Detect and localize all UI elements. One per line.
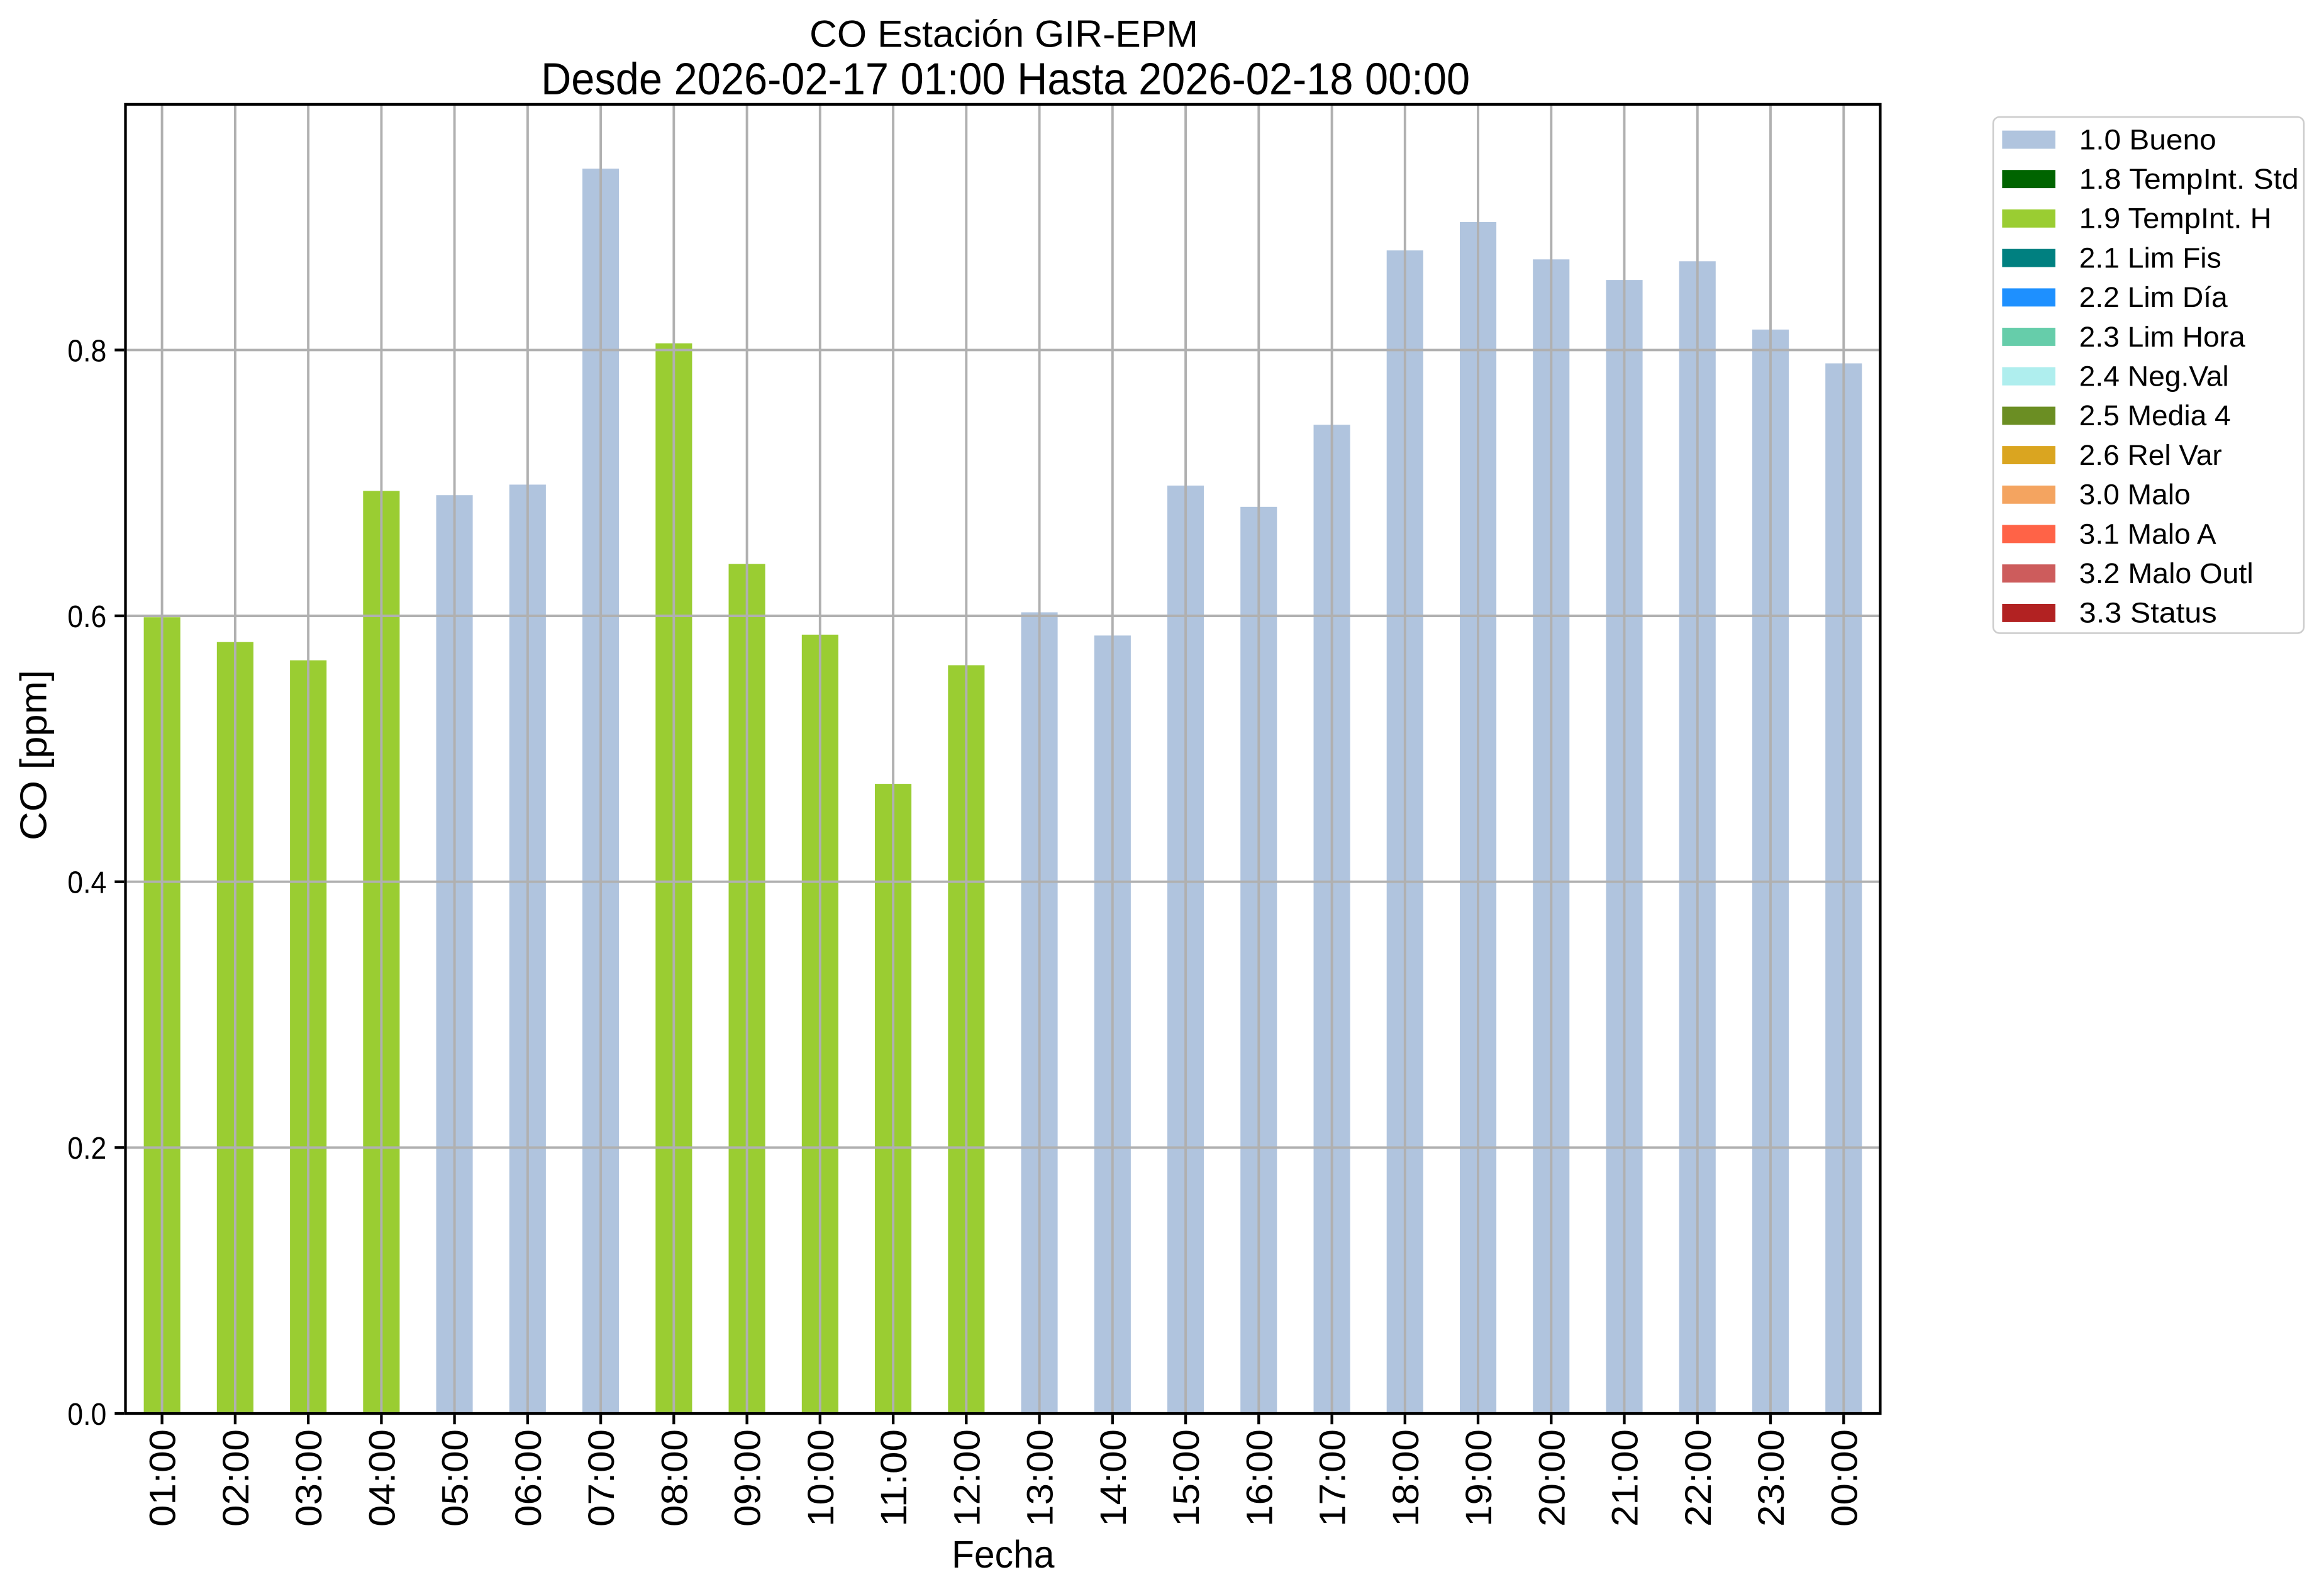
svg-text:1.9 TempInt. H: 1.9 TempInt. H [2079,203,2272,235]
svg-text:Desde 2026-02-17 01:00 Hasta 2: Desde 2026-02-17 01:00 Hasta 2026-02-18 … [541,55,1470,104]
svg-text:09:00: 09:00 [728,1429,769,1527]
svg-text:0.0: 0.0 [67,1398,106,1432]
svg-text:1.0 Bueno: 1.0 Bueno [2079,123,2216,155]
svg-text:CO Estación GIR-EPM: CO Estación GIR-EPM [809,13,1198,55]
svg-text:2.1 Lim Fis: 2.1 Lim Fis [2079,242,2221,274]
svg-text:10:00: 10:00 [801,1429,842,1527]
svg-text:0.6: 0.6 [67,600,106,634]
svg-text:13:00: 13:00 [1020,1429,1061,1527]
svg-text:12:00: 12:00 [947,1429,987,1527]
svg-text:2.3 Lim Hora: 2.3 Lim Hora [2079,321,2246,353]
svg-text:17:00: 17:00 [1313,1429,1354,1527]
svg-text:19:00: 19:00 [1459,1429,1499,1527]
svg-text:16:00: 16:00 [1239,1429,1280,1527]
svg-text:22:00: 22:00 [1678,1429,1719,1527]
svg-text:3.1 Malo A: 3.1 Malo A [2079,518,2217,550]
svg-text:0.2: 0.2 [67,1132,106,1166]
svg-text:07:00: 07:00 [581,1429,622,1527]
svg-text:20:00: 20:00 [1532,1429,1572,1527]
svg-text:0.8: 0.8 [67,334,106,368]
svg-text:04:00: 04:00 [362,1429,403,1527]
svg-text:2.2 Lim Día: 2.2 Lim Día [2079,281,2228,313]
svg-text:CO [ppm]: CO [ppm] [13,670,55,840]
svg-text:2.5 Media 4: 2.5 Media 4 [2079,399,2231,432]
svg-text:00:00: 00:00 [1824,1429,1865,1527]
svg-text:3.2 Malo Outl: 3.2 Malo Outl [2079,557,2254,589]
svg-text:1.8 TempInt. Std: 1.8 TempInt. Std [2079,163,2299,195]
svg-text:21:00: 21:00 [1605,1429,1646,1527]
svg-text:18:00: 18:00 [1386,1429,1426,1527]
svg-text:03:00: 03:00 [289,1429,330,1527]
svg-text:01:00: 01:00 [143,1429,184,1527]
svg-text:23:00: 23:00 [1751,1429,1792,1527]
svg-text:Fecha: Fecha [952,1533,1055,1576]
svg-text:11:00: 11:00 [874,1429,915,1527]
svg-text:14:00: 14:00 [1093,1429,1134,1527]
svg-text:3.0 Malo: 3.0 Malo [2079,479,2191,511]
svg-text:2.6 Rel Var: 2.6 Rel Var [2079,439,2222,471]
svg-text:3.3 Status: 3.3 Status [2079,597,2217,629]
svg-text:02:00: 02:00 [216,1429,257,1527]
svg-text:06:00: 06:00 [508,1429,549,1527]
svg-text:2.4 Neg.Val: 2.4 Neg.Val [2079,360,2229,393]
svg-text:05:00: 05:00 [435,1429,476,1527]
svg-text:0.4: 0.4 [67,866,106,900]
svg-text:15:00: 15:00 [1166,1429,1207,1527]
svg-text:08:00: 08:00 [654,1429,695,1527]
